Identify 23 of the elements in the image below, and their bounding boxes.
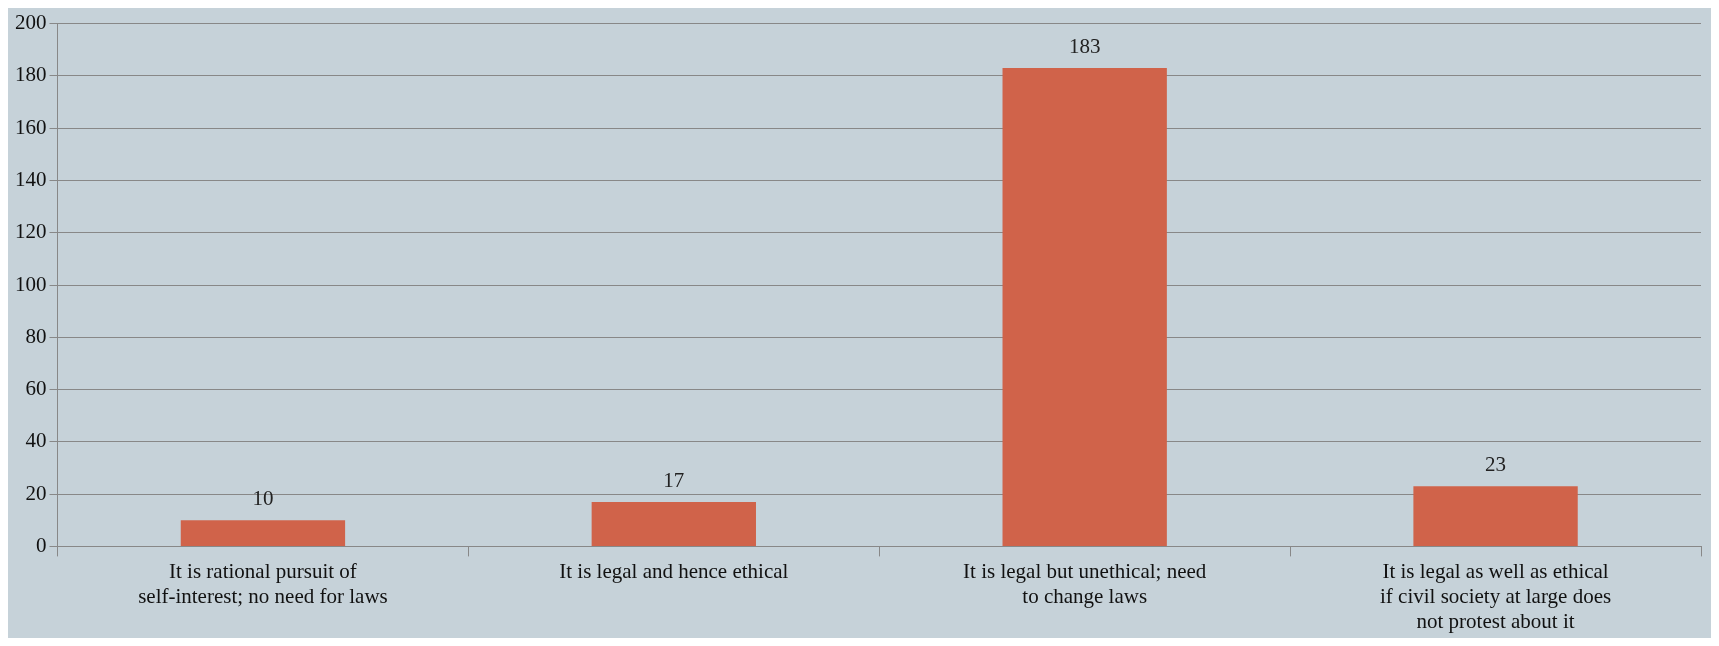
data-label: 10 xyxy=(252,486,274,511)
bar xyxy=(180,520,346,546)
x-tick-label: It is legal but unethical; need to change laws xyxy=(963,558,1207,608)
x-tick-label: It is legal and hence ethical xyxy=(559,558,789,583)
y-tick-label: 140 xyxy=(15,166,47,191)
y-tick-label: 80 xyxy=(25,323,47,348)
y-tick-label: 200 xyxy=(15,10,47,35)
y-tick-label: 180 xyxy=(15,62,47,87)
y-tick-label: 100 xyxy=(15,271,47,296)
bar xyxy=(1413,486,1578,546)
data-label: 17 xyxy=(663,467,685,492)
y-tick-label: 40 xyxy=(25,428,47,453)
x-tick-label: It is legal as well as ethical if civil society at large does not protest about it xyxy=(1380,558,1612,633)
y-tick-label: 160 xyxy=(15,114,47,139)
data-label: 23 xyxy=(1485,452,1507,477)
data-label: 183 xyxy=(1068,34,1101,59)
y-tick-label: 20 xyxy=(25,480,47,505)
y-tick-label: 60 xyxy=(25,376,47,401)
bar xyxy=(1002,68,1167,546)
y-tick-label: 0 xyxy=(36,532,47,557)
bar xyxy=(591,501,756,546)
x-tick-label: It is rational pursuit of self-interest; no need for laws xyxy=(138,558,388,608)
y-tick-label: 120 xyxy=(15,219,47,244)
